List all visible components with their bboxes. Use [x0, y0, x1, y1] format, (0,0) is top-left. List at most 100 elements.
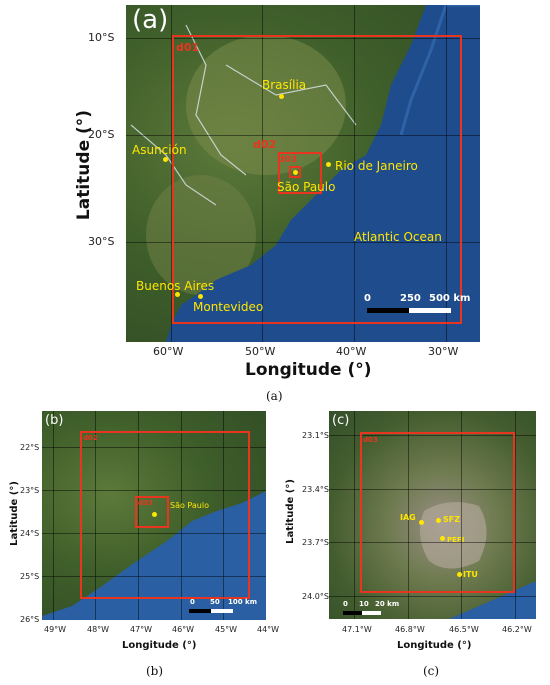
scale-label: 50 — [210, 598, 220, 606]
gridline — [181, 411, 182, 620]
gridline — [461, 411, 462, 619]
x-axis-title: Longitude (°) — [397, 640, 472, 651]
domain-d02-box — [80, 431, 250, 599]
city-marker — [293, 170, 298, 175]
station-marker — [419, 520, 424, 525]
y-tick: 26°S — [20, 615, 40, 624]
gridline — [262, 5, 263, 342]
city-marker — [279, 94, 284, 99]
gridline — [329, 489, 536, 490]
ocean-label: Atlantic Ocean — [354, 230, 442, 244]
x-tick: 46.8°W — [395, 625, 425, 634]
gridline — [329, 596, 536, 597]
scale-bar — [343, 611, 381, 615]
domain-d03-label: d03 — [278, 155, 297, 165]
gridline — [171, 5, 172, 342]
land-highlands — [186, 35, 346, 175]
x-axis-title: Longitude (°) — [122, 640, 197, 651]
y-axis-title: Latitude (°) — [74, 109, 95, 221]
scale-label: 10 — [359, 600, 369, 608]
scale-label: 100 km — [228, 598, 257, 606]
gridline — [126, 135, 480, 136]
caption-c: (c) — [423, 664, 440, 678]
ocean-shape-b — [42, 491, 266, 620]
city-label: São Paulo — [277, 180, 336, 194]
x-tick: 60°W — [153, 345, 184, 358]
x-axis-title: Longitude (°) — [245, 360, 372, 380]
map-panel-a: (a) d01 d02 d03 Brasília Asunción São Pa… — [126, 5, 480, 342]
scale-label: 250 — [400, 293, 421, 304]
city-label: Brasília — [262, 78, 307, 92]
station-marker — [457, 572, 462, 577]
gridline — [126, 38, 480, 39]
x-tick: 40°W — [336, 345, 367, 358]
map-panel-c: (c) d03 IAG SFZ PEFI ITU 0 10 20 km — [329, 411, 536, 619]
station-label: SFZ — [443, 515, 461, 524]
gridline — [42, 447, 266, 448]
caption-b: (b) — [146, 664, 164, 678]
gridline — [95, 411, 96, 620]
city-label: Montevideo — [193, 300, 264, 314]
city-marker — [163, 157, 168, 162]
gridline — [446, 5, 447, 342]
panel-letter-a: (a) — [132, 5, 169, 35]
y-tick: 30°S — [88, 235, 115, 248]
domain-d02-label: d02 — [253, 138, 277, 151]
y-tick: 22°S — [20, 443, 40, 452]
y-tick: 25°S — [20, 572, 40, 581]
domain-d01-box — [172, 35, 462, 324]
city-marker — [326, 162, 331, 167]
scale-label: 0 — [190, 598, 195, 606]
station-label: IAG — [400, 513, 416, 522]
y-tick: 24°S — [20, 529, 40, 538]
domain-d02-box — [278, 152, 322, 194]
gridline — [329, 435, 536, 436]
gridline — [126, 242, 480, 243]
gridline — [42, 533, 266, 534]
station-label: PEFI — [447, 536, 465, 544]
city-marker — [175, 292, 180, 297]
gridline — [408, 411, 409, 619]
scale-label: 0 — [364, 293, 371, 304]
panel-letter-b: (b) — [45, 413, 64, 428]
x-tick: 49°W — [44, 625, 67, 634]
gridline — [223, 411, 224, 620]
station-marker — [440, 536, 445, 541]
y-tick: 23.4°S — [302, 485, 329, 494]
x-tick: 47.1°W — [342, 625, 372, 634]
map-panel-b: (b) d02 d03 São Paulo 0 50 100 km — [42, 411, 266, 620]
x-tick: 46.5°W — [449, 625, 479, 634]
ocean-shape-a — [130, 5, 480, 342]
city-label: São Paulo — [170, 501, 209, 510]
y-tick: 10°S — [88, 31, 115, 44]
domain-d03-label: d03 — [363, 436, 378, 444]
gridline — [42, 490, 266, 491]
city-marker — [198, 294, 203, 299]
gridline — [354, 5, 355, 342]
scale-bar — [189, 609, 233, 613]
gridline — [329, 542, 536, 543]
caption-a: (a) — [266, 389, 283, 403]
station-label: ITU — [463, 570, 478, 579]
x-tick: 46.2°W — [502, 625, 532, 634]
domain-d01-label: d01 — [176, 41, 200, 54]
x-tick: 45°W — [215, 625, 238, 634]
x-tick: 44°W — [257, 625, 280, 634]
y-axis-title: Latitude (°) — [284, 479, 296, 544]
domain-d03-box — [135, 496, 169, 528]
gridline — [42, 576, 266, 577]
y-axis-title: Latitude (°) — [8, 481, 20, 546]
city-label: Buenos Aires — [136, 279, 215, 293]
scale-bar — [367, 308, 451, 313]
domain-d03-box — [360, 432, 515, 593]
city-label: Asunción — [132, 143, 187, 157]
y-tick: 23.1°S — [302, 431, 329, 440]
gridline — [53, 411, 54, 620]
y-tick: 24.0°S — [302, 592, 329, 601]
gridline — [138, 411, 139, 620]
scale-label: 500 km — [429, 293, 471, 304]
scale-label: 20 km — [375, 600, 400, 608]
x-tick: 47°W — [130, 625, 153, 634]
gridline — [354, 411, 355, 619]
y-tick: 23.7°S — [302, 538, 329, 547]
